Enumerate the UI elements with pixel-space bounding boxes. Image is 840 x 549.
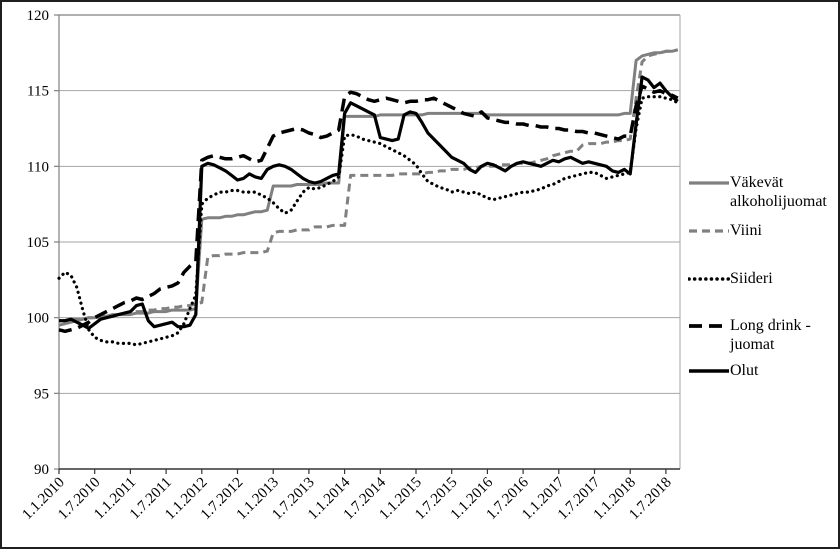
legend-label-siideri: Siideri	[730, 270, 773, 287]
y-tick-label-95: 95	[34, 386, 49, 402]
longdrink-line-swatch-icon	[689, 324, 729, 328]
series-line-olut	[59, 75, 679, 330]
viini-line-swatch-icon	[689, 229, 729, 233]
legend-item-viini: Viini	[688, 221, 762, 240]
legend-item-olut: Olut	[688, 361, 758, 380]
y-tick-label-115: 115	[27, 84, 49, 100]
legend-item-longdrink: Long drink - juomat	[688, 316, 811, 354]
y-tick-label-100: 100	[27, 311, 50, 327]
y-tick-label-105: 105	[27, 235, 50, 251]
series-line-siideri	[57, 95, 680, 347]
vakevat-line-swatch-icon	[689, 181, 729, 185]
chart-legend: Väkevät alkoholijuomat Viini Siideri Lon…	[688, 2, 838, 547]
legend-item-vakevat: Väkevät alkoholijuomat	[688, 173, 827, 211]
siideri-line-swatch-icon	[688, 277, 730, 281]
series-line-vakevat	[58, 48, 679, 327]
y-tick-label-120: 120	[27, 8, 50, 24]
legend-item-siideri: Siideri	[688, 269, 773, 288]
legend-label-viini: Viini	[730, 222, 762, 239]
series-line-viini	[59, 48, 679, 323]
y-tick-label-110: 110	[27, 159, 49, 175]
legend-label-longdrink: Long drink - juomat	[730, 317, 811, 353]
legend-label-vakevat: Väkevät alkoholijuomat	[730, 174, 827, 210]
y-tick-label-90: 90	[34, 462, 49, 478]
legend-label-olut: Olut	[730, 362, 759, 379]
olut-line-swatch-icon	[689, 369, 729, 373]
series-line-longdrink	[58, 84, 679, 334]
